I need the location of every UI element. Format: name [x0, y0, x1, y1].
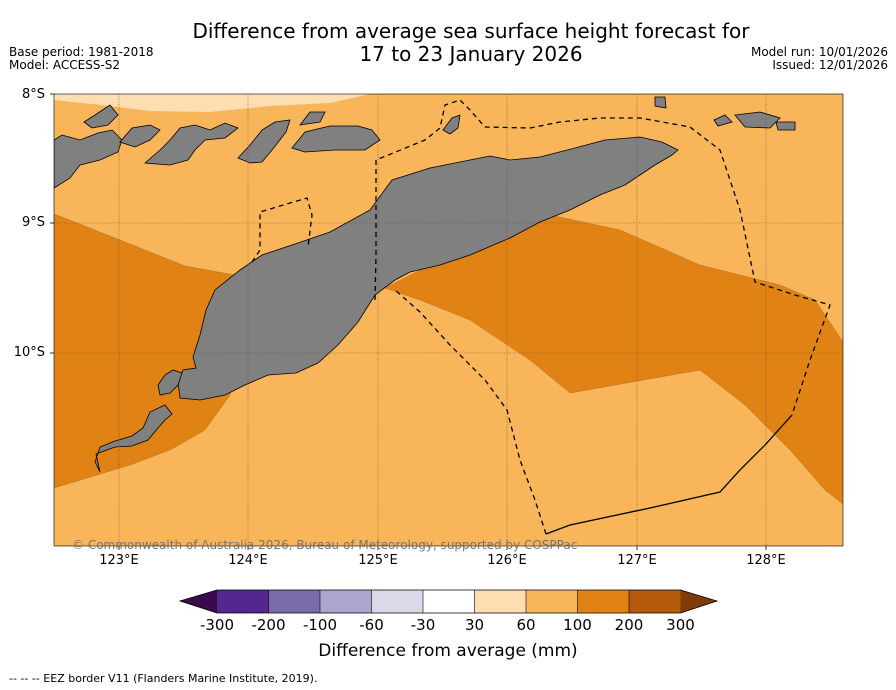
- colorbar-tick-6: 30: [464, 616, 485, 634]
- colorbar-tick-5: -30: [410, 616, 436, 634]
- colorbar-outline: [178, 589, 719, 614]
- lat-label-8s: 8°S: [21, 87, 45, 102]
- timor-island: [177, 136, 679, 401]
- eez-border-east: [374, 99, 831, 416]
- lat-label-9s: 9°S: [21, 215, 45, 230]
- colorbar-segment-8: [577, 590, 629, 613]
- eez-footnote: -- -- -- EEZ border V11 (Flanders Marine…: [9, 672, 318, 685]
- alor-north-island: [299, 111, 326, 126]
- colorbar-segment-4: [371, 590, 423, 613]
- colorbar-segment-6: [474, 590, 526, 613]
- eez-borders: [251, 99, 831, 535]
- colorbar-dividers: [268, 590, 630, 613]
- lembata-island: [144, 122, 239, 166]
- colorbar-segment-5: [423, 590, 475, 613]
- base-period: Base period: 1981-2018: [9, 45, 154, 59]
- small-island-west: [83, 104, 119, 129]
- small-island-east-2: [713, 114, 733, 127]
- colorbar-tick-3: -100: [302, 616, 338, 634]
- issued-date: Issued: 12/01/2026: [772, 58, 888, 72]
- colorbar-extend-low: [180, 590, 217, 613]
- lon-label-124e: 124°E: [228, 553, 268, 568]
- eez-border-south: [545, 414, 793, 535]
- graticule: [54, 94, 843, 546]
- title-line-2: 17 to 23 January 2026: [359, 42, 583, 66]
- lat-label-10s: 10°S: [13, 345, 45, 360]
- small-island-east-3: [775, 121, 796, 131]
- lon-label-128e: 128°E: [746, 553, 786, 568]
- model-name: Model: ACCESS-S2: [9, 58, 121, 72]
- colorbar-tick-4: -60: [359, 616, 384, 634]
- colorbar-tick-8: 100: [563, 616, 592, 634]
- meta-left: Base period: 1981-2018 Model: ACCESS-S2: [9, 46, 154, 72]
- small-island-east-1: [654, 96, 667, 109]
- pantar-island: [237, 119, 291, 164]
- lon-label-127e: 127°E: [617, 553, 657, 568]
- colorbar-tick-2: -200: [251, 616, 286, 634]
- lon-label-123e: 123°E: [99, 553, 139, 568]
- colorbar-extend-high: [680, 590, 717, 613]
- map-content: [54, 94, 843, 546]
- wetar-island: [734, 111, 781, 129]
- model-run: Model run: 10/01/2026: [750, 45, 888, 59]
- map-ticks: [50, 93, 767, 550]
- sawu-island: [94, 404, 173, 473]
- colorbar-tick-1: -300: [199, 616, 235, 634]
- flores-island: [54, 129, 123, 189]
- title-line-1: Difference from average sea surface heig…: [192, 19, 750, 43]
- colorbar: [178, 589, 719, 614]
- lon-label-126e: 126°E: [487, 553, 527, 568]
- land-masses: [54, 96, 796, 473]
- colorbar-segment-1: [217, 590, 269, 613]
- meta-right: Model run: 10/01/2026 Issued: 12/01/2026: [751, 46, 888, 72]
- band-30-60-north: [54, 94, 370, 112]
- map-frame: [53, 93, 844, 547]
- chart-title: Difference from average sea surface heig…: [0, 20, 896, 66]
- colorbar-label: Difference from average (mm): [318, 641, 578, 661]
- colorbar-segment-7: [526, 590, 578, 613]
- band-100-200-east: [384, 214, 843, 505]
- copyright-watermark: © Commonwealth of Australia 2026, Bureau…: [72, 538, 578, 552]
- eez-border-oecusse: [251, 197, 313, 263]
- alor-island: [291, 125, 381, 153]
- rote-island: [157, 369, 183, 396]
- colorbar-segment-2: [268, 590, 320, 613]
- colorbar-segment-3: [320, 590, 372, 613]
- colorbar-tick-7: 60: [516, 616, 536, 634]
- colorbar-tick-10: 300: [666, 616, 695, 634]
- colorbar-segment-9: [629, 590, 681, 613]
- solor-island: [119, 124, 161, 148]
- map-panel: [50, 93, 844, 550]
- colorbar-tick-9: 200: [614, 616, 644, 634]
- lon-label-125e: 125°E: [358, 553, 398, 568]
- atauro-island: [442, 114, 461, 135]
- eez-border-southwest: [394, 289, 547, 535]
